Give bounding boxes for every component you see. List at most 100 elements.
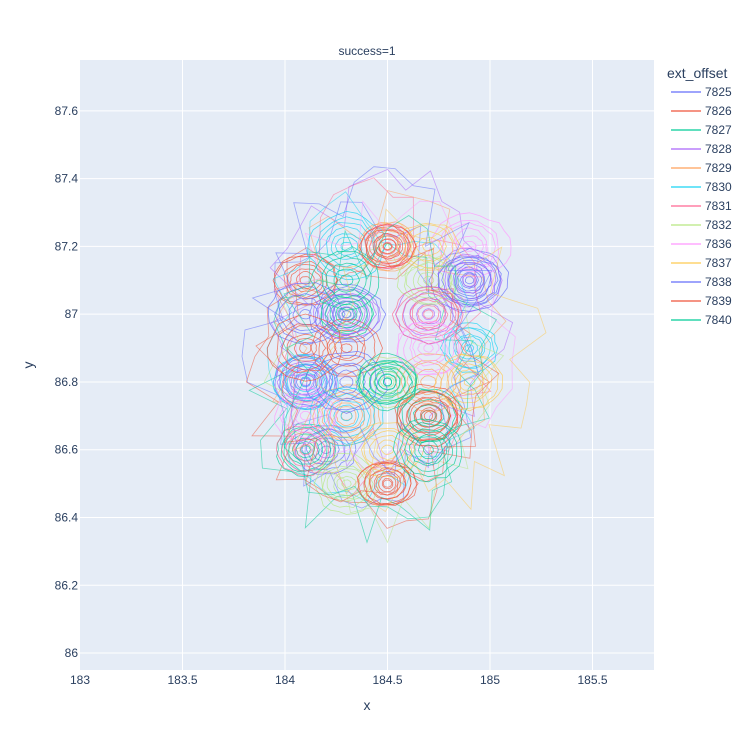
contour-line xyxy=(349,422,425,479)
contour-line xyxy=(325,225,368,268)
contour-line xyxy=(374,368,401,395)
contour-line xyxy=(333,404,360,428)
contour-line xyxy=(280,354,334,410)
contour-line xyxy=(409,330,448,367)
contour-line xyxy=(373,371,402,394)
legend-label: 7831 xyxy=(705,199,732,213)
contour-line xyxy=(406,396,452,436)
contour-line xyxy=(279,392,332,439)
contour-line xyxy=(335,236,359,256)
contour-line xyxy=(372,232,404,260)
y-tick-label: 86.8 xyxy=(55,375,79,389)
contour-line xyxy=(358,224,417,270)
y-tick-label: 86.6 xyxy=(55,443,79,457)
legend-label: 7828 xyxy=(705,142,732,156)
legend-item-7838[interactable]: 7838 xyxy=(671,275,732,289)
contour-line xyxy=(320,459,374,509)
legend-label: 7836 xyxy=(705,237,732,251)
legend-item-7830[interactable]: 7830 xyxy=(671,180,732,194)
contour-line xyxy=(293,338,317,358)
contour-line xyxy=(419,407,438,425)
contour-line xyxy=(447,261,492,300)
legend-item-7836[interactable]: 7836 xyxy=(671,237,732,251)
contour-line xyxy=(453,263,485,297)
contour-line xyxy=(462,273,477,287)
contour-line xyxy=(423,343,434,353)
legend-item-7826[interactable]: 7826 xyxy=(671,104,732,118)
contour-line xyxy=(423,411,434,421)
contour-line xyxy=(276,323,337,374)
contour-line xyxy=(411,299,446,329)
contour-envelope xyxy=(255,246,500,503)
contour-line xyxy=(292,371,319,393)
contour-layer xyxy=(241,166,547,544)
legend-label: 7829 xyxy=(705,161,732,175)
contour-line xyxy=(369,367,406,397)
contour-line xyxy=(415,236,443,256)
contour-line xyxy=(288,297,323,332)
legend-item-7839[interactable]: 7839 xyxy=(671,294,732,308)
contour-line xyxy=(357,359,418,405)
legend-label: 7826 xyxy=(705,104,732,118)
contour-line xyxy=(364,461,412,505)
legend: 7825 7826 7827 7828 7829 7830 7831 7832 7836 7837… xyxy=(671,85,732,327)
contour-line xyxy=(281,397,329,433)
contour-line xyxy=(329,300,364,329)
legend-item-7829[interactable]: 7829 xyxy=(671,161,732,175)
legend-label: 7827 xyxy=(705,123,732,137)
legend-item-7828[interactable]: 7828 xyxy=(671,142,732,156)
contour-line xyxy=(378,474,397,492)
contour-series-7840 xyxy=(283,215,497,520)
contour-line xyxy=(437,255,502,306)
x-tick-label: 185.5 xyxy=(577,673,607,687)
contour-line xyxy=(418,440,439,460)
x-tick-label: 185 xyxy=(480,673,500,687)
x-tick-label: 184.5 xyxy=(372,673,402,687)
contour-line xyxy=(358,223,417,269)
contour-line xyxy=(294,405,317,427)
legend-item-7832[interactable]: 7832 xyxy=(671,218,732,232)
legend-title: ext_offset xyxy=(667,65,728,81)
contour-line xyxy=(383,242,393,251)
contour-line xyxy=(382,377,393,387)
contour-line xyxy=(392,418,462,483)
x-axis-title: x xyxy=(364,697,371,713)
legend-item-7840[interactable]: 7840 xyxy=(671,313,732,327)
contour-line xyxy=(339,274,354,287)
contour-line xyxy=(428,248,510,312)
contour-line xyxy=(272,353,339,411)
contour-line xyxy=(400,359,457,404)
contour-line xyxy=(308,283,387,344)
contour-line xyxy=(281,428,330,472)
contour-line xyxy=(391,286,464,345)
legend-item-7837[interactable]: 7837 xyxy=(671,256,732,270)
contour-line xyxy=(358,352,417,412)
contour-line xyxy=(454,368,485,395)
legend-item-7827[interactable]: 7827 xyxy=(671,123,732,137)
contour-line xyxy=(460,271,479,289)
contour-line xyxy=(440,353,499,412)
contour-line xyxy=(299,410,312,421)
contour-line xyxy=(457,268,483,292)
contour-line xyxy=(316,388,376,442)
contour-series-7839 xyxy=(255,223,500,506)
contour-line xyxy=(365,225,412,267)
contour-line xyxy=(382,241,393,252)
contour-line xyxy=(326,397,366,434)
contour-line xyxy=(420,375,437,389)
contour-line xyxy=(339,376,354,388)
contour-line xyxy=(326,468,366,500)
contour-line xyxy=(313,452,380,515)
contour-line xyxy=(417,272,440,289)
contour-line xyxy=(423,275,435,285)
contour-line xyxy=(396,222,462,271)
y-axis-title: y xyxy=(20,362,36,369)
contour-envelope xyxy=(248,229,490,544)
y-tick-label: 87.2 xyxy=(55,239,79,253)
contour-envelope xyxy=(283,215,497,520)
contour-line xyxy=(341,479,352,488)
contour-line xyxy=(320,362,372,402)
legend-item-7825[interactable]: 7825 xyxy=(671,85,732,99)
legend-item-7831[interactable]: 7831 xyxy=(671,199,732,213)
contour-line xyxy=(380,376,395,388)
